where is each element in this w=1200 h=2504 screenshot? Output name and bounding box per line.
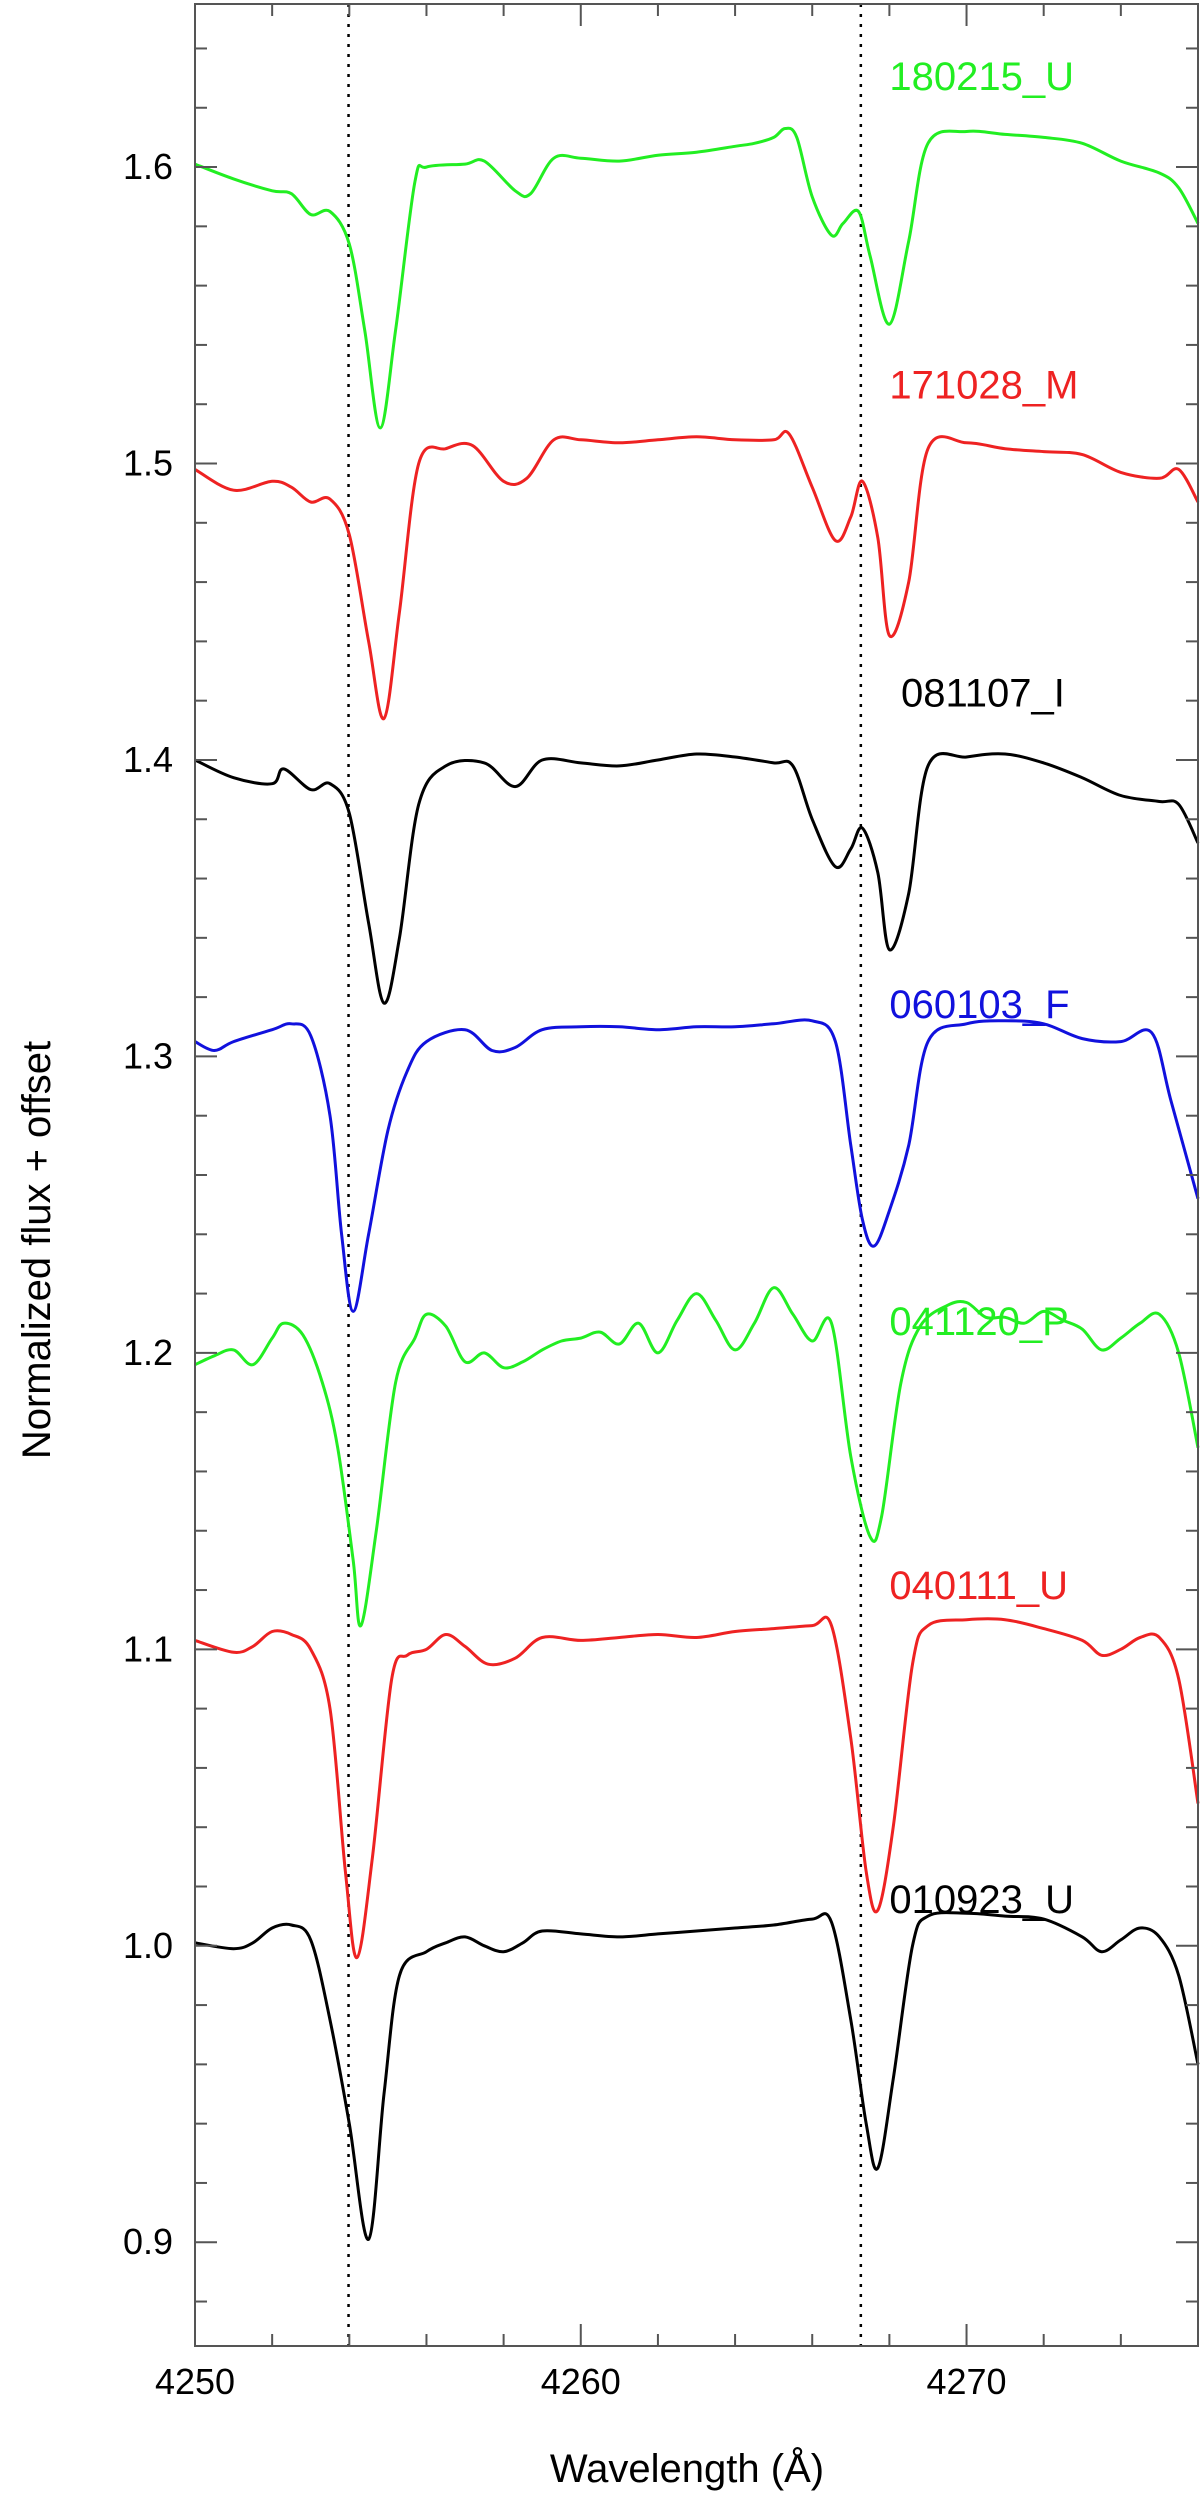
series-label: 010923_U [889, 1878, 1074, 1922]
series-line [194, 1911, 1200, 2241]
series-line [194, 752, 1200, 1005]
y-tick-label: 1.1 [123, 1628, 173, 1669]
series-line [194, 1018, 1200, 1313]
x-tick-label: 4250 [155, 2361, 235, 2402]
series-line [194, 126, 1200, 430]
axes: 0.9 1.0 1.1 1.2 1.3 1.4 1.5 1.6 4250 4260 4270 [123, 3, 1199, 2402]
y-tick-label: 1.6 [123, 146, 173, 187]
series-label: 040111_U [889, 1564, 1068, 1608]
y-tick-label: 1.3 [123, 1035, 173, 1076]
series-line [194, 429, 1200, 721]
series-label: 041120_P [889, 1300, 1068, 1344]
y-axis-title: Normalized flux + offset [15, 1041, 59, 1459]
series-line [194, 1286, 1200, 1628]
y-tick-label: 0.9 [123, 2221, 173, 2262]
series-line [194, 1615, 1200, 1960]
x-tick-label: 4270 [926, 2361, 1006, 2402]
series-label: 060103_F [889, 983, 1069, 1027]
plot-frame [194, 3, 1199, 2347]
x-axis-title: Wavelength (Å) [550, 2446, 824, 2491]
y-tick-label: 1.4 [123, 739, 173, 780]
y-tick-label: 1.0 [123, 1925, 173, 1966]
y-tick-label: 1.2 [123, 1332, 173, 1373]
x-tick-label: 4260 [541, 2361, 621, 2402]
y-tick-label: 1.5 [123, 443, 173, 484]
series-label: 171028_M [889, 363, 1078, 407]
series-label: 180215_U [889, 55, 1074, 99]
plot-area: 180215_U 171028_M 081107_I 060103_F 041120_P… [194, 4, 1200, 2346]
series-label: 081107_I [901, 672, 1065, 716]
